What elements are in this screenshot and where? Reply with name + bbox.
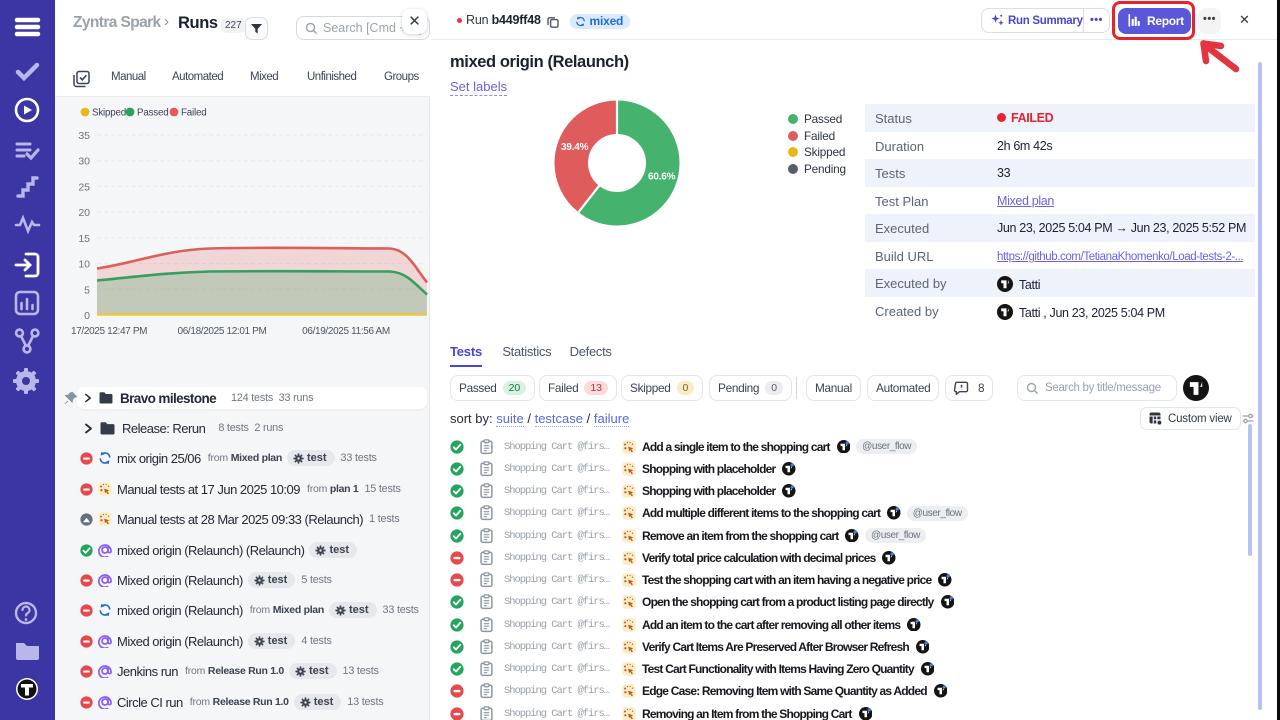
svg-text:Skipped: Skipped [92,108,126,119]
svg-text:15: 15 [78,233,90,245]
svg-text:60.6%: 60.6% [648,172,676,183]
svg-text:39.4%: 39.4% [561,142,589,153]
svg-text:25: 25 [78,181,90,193]
svg-text:Failed: Failed [181,108,206,119]
svg-text:17/2025 12:47 PM: 17/2025 12:47 PM [71,326,147,337]
svg-text:35: 35 [78,130,90,142]
svg-text:20: 20 [78,207,90,219]
svg-text:0: 0 [84,310,90,322]
svg-text:Passed: Passed [137,108,168,119]
svg-text:10: 10 [78,259,90,271]
svg-text:30: 30 [78,156,90,168]
svg-text:06/18/2025 12:01 PM: 06/18/2025 12:01 PM [178,326,267,337]
svg-text:5: 5 [84,284,90,296]
svg-text:06/19/2025 11:56 AM: 06/19/2025 11:56 AM [302,326,390,337]
